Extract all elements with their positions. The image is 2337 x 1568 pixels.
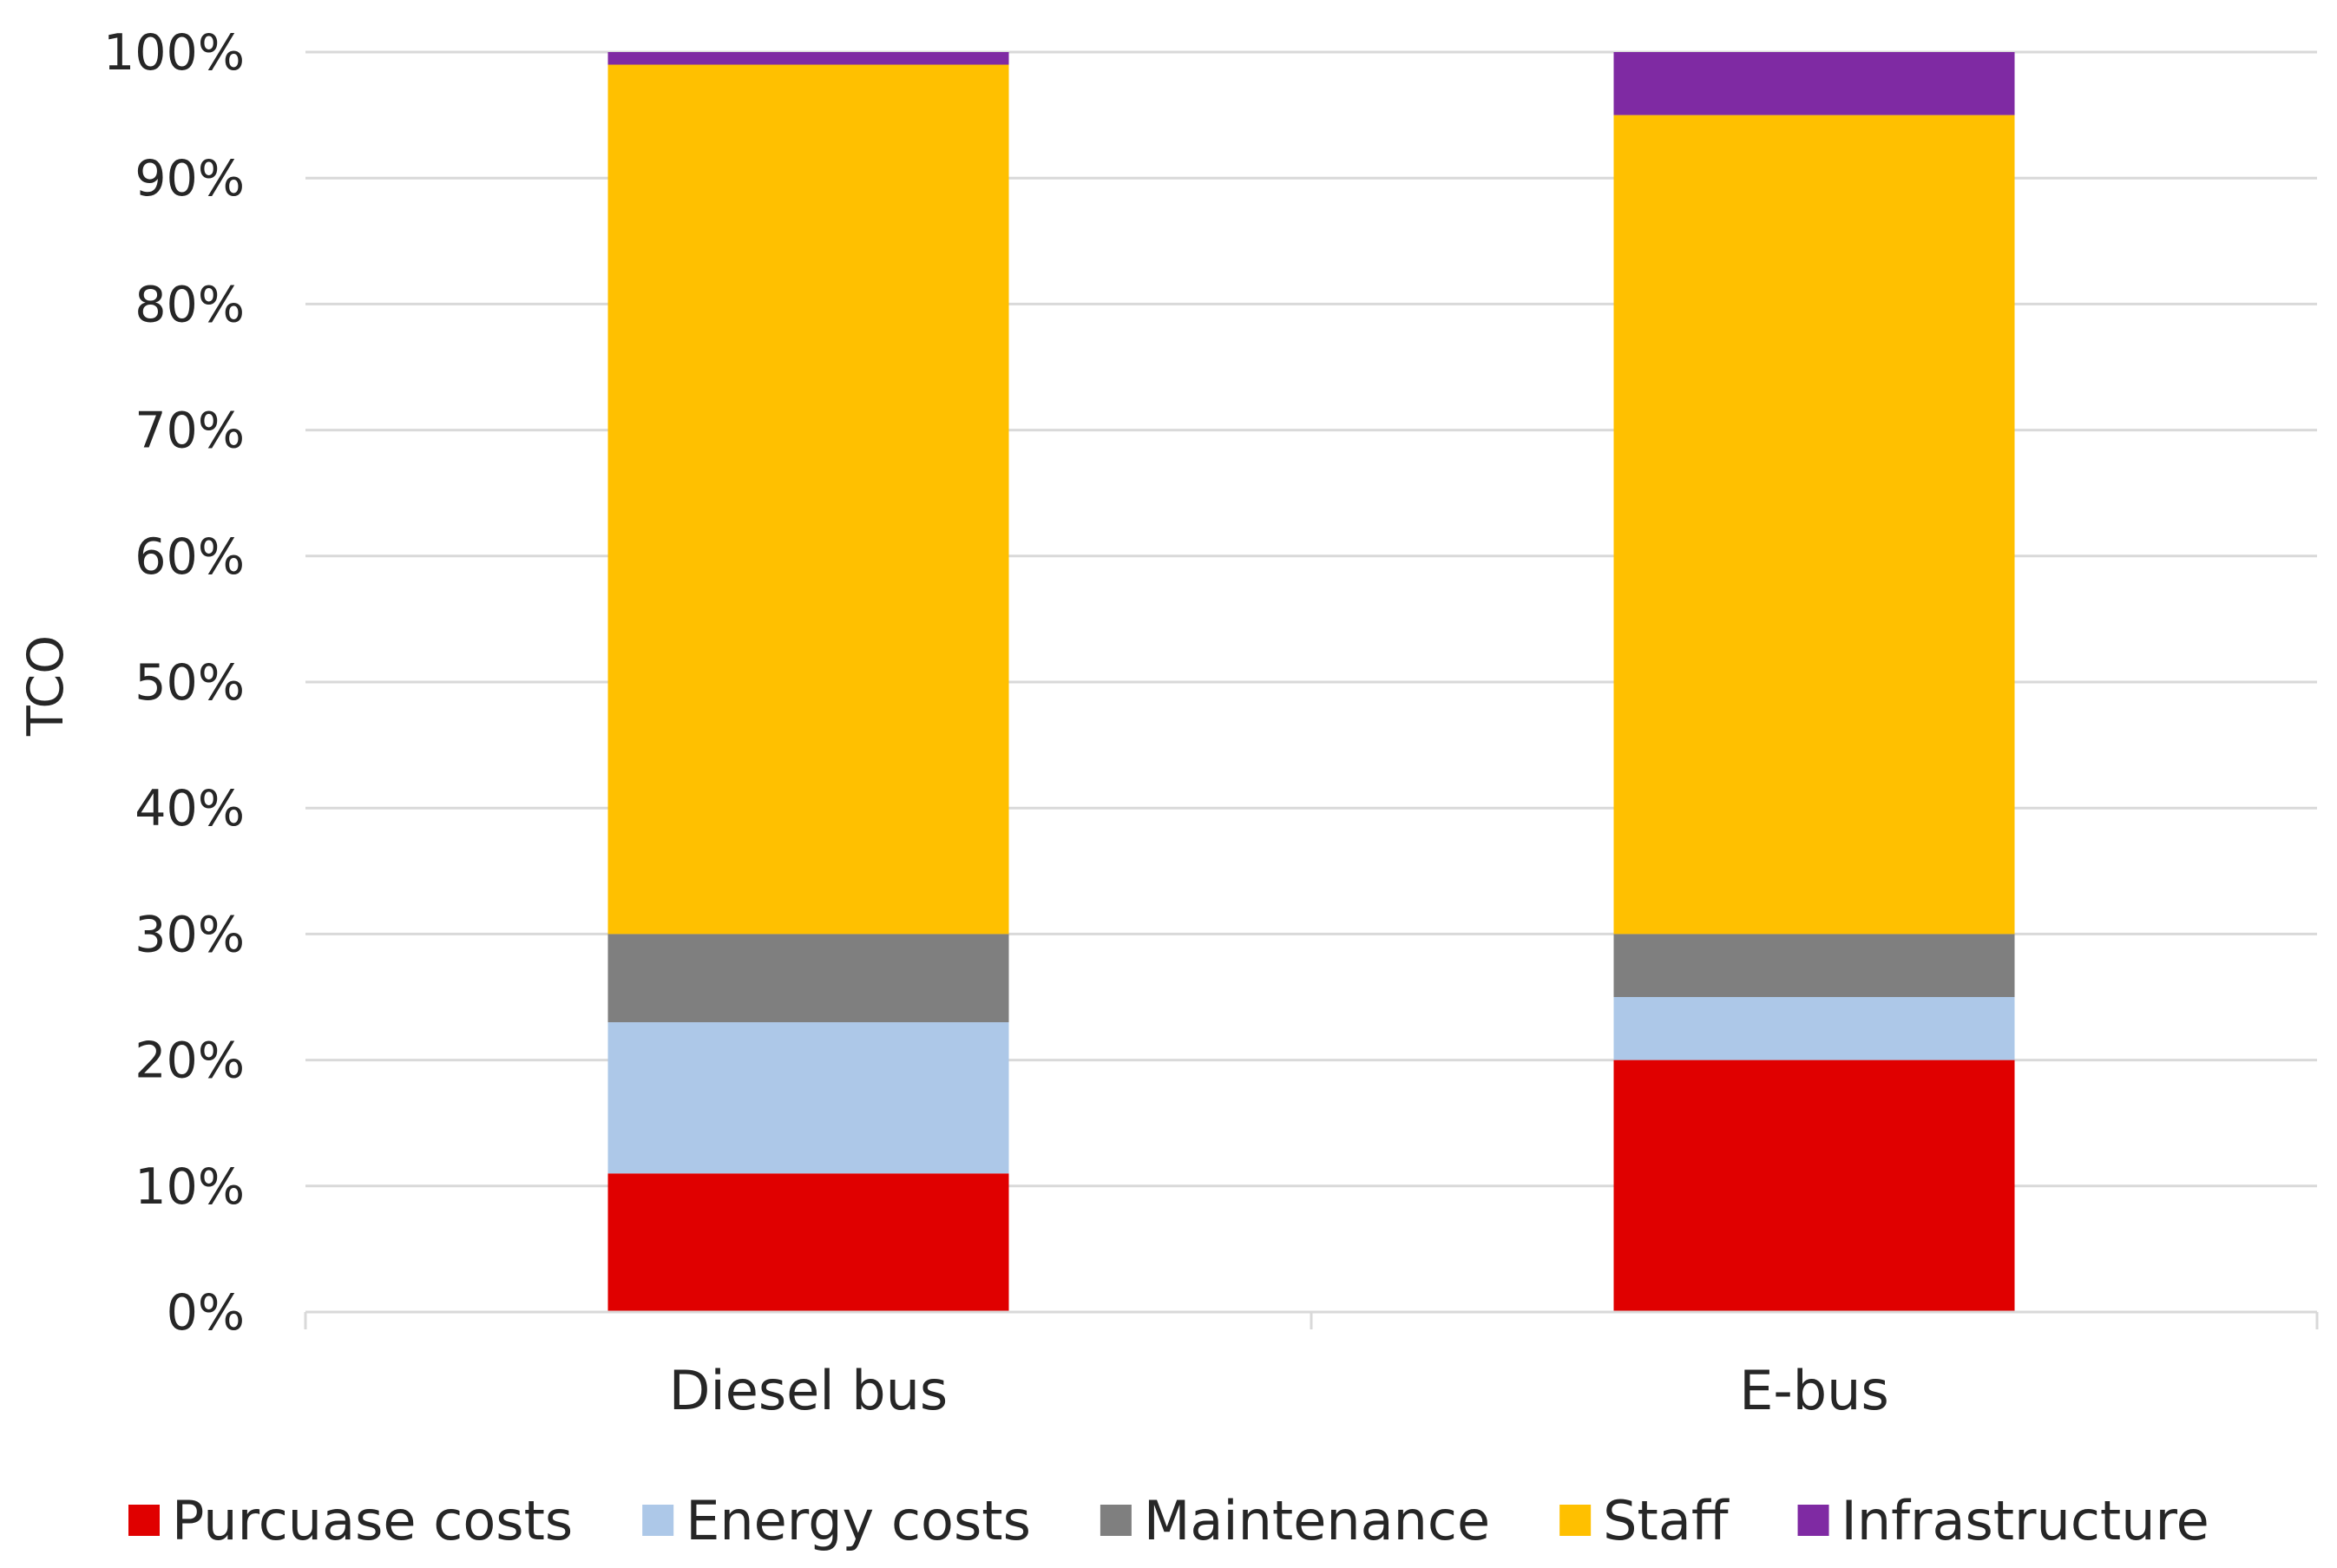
bar-segment-maintenance-diesel-bus bbox=[607, 934, 1009, 1023]
gridlines bbox=[305, 50, 2317, 1188]
legend-swatch bbox=[1100, 1505, 1132, 1536]
legend-label: Purcuase costs bbox=[172, 1489, 573, 1552]
legend-label: Infrastructure bbox=[1841, 1489, 2209, 1552]
bars bbox=[607, 52, 2015, 1312]
y-tick-label: 40% bbox=[135, 780, 245, 837]
legend-swatch bbox=[1559, 1505, 1592, 1536]
bar-segment-staff-e-bus bbox=[1613, 115, 2015, 935]
legend-label: Energy costs bbox=[686, 1489, 1031, 1552]
y-tick-label: 60% bbox=[135, 528, 245, 586]
x-category-label: Diesel bus bbox=[669, 1359, 948, 1422]
y-axis-title: TCO bbox=[17, 635, 75, 737]
y-tick-label: 30% bbox=[135, 906, 245, 963]
y-tick-label: 90% bbox=[135, 150, 245, 207]
y-tick-label: 50% bbox=[135, 654, 245, 712]
y-tick-label: 100% bbox=[103, 24, 245, 82]
legend-label: Maintenance bbox=[1144, 1489, 1490, 1552]
axes bbox=[304, 1310, 2319, 1329]
x-category-label: E-bus bbox=[1739, 1359, 1889, 1422]
legend-swatch bbox=[1797, 1505, 1829, 1536]
bar-segment-staff-diesel-bus bbox=[607, 64, 1009, 935]
bar-segment-energy-costs-diesel-bus bbox=[607, 1022, 1009, 1174]
bar-segment-infrastructure-e-bus bbox=[1613, 52, 2015, 115]
legend: Purcuase costs Energy costs Maintenance Sta… bbox=[128, 1489, 2209, 1552]
bar-segment-infrastructure-diesel-bus bbox=[607, 52, 1009, 65]
x-axis-category-labels: Diesel bus E-bus bbox=[669, 1359, 1889, 1422]
bar-segment-purcuase-costs-e-bus bbox=[1613, 1060, 2015, 1312]
y-tick-label: 20% bbox=[135, 1033, 245, 1090]
legend-swatch bbox=[128, 1505, 160, 1536]
bar-segment-purcuase-costs-diesel-bus bbox=[607, 1173, 1009, 1312]
legend-label: Staff bbox=[1603, 1489, 1730, 1552]
bar-segment-energy-costs-e-bus bbox=[1613, 997, 2015, 1060]
y-tick-label: 10% bbox=[135, 1158, 245, 1216]
y-tick-label: 70% bbox=[135, 403, 245, 460]
y-tick-label: 80% bbox=[135, 276, 245, 333]
y-axis-tick-labels: 0% 10% 20% 30% 40% 50% 60% 70% 80% 90% 100% bbox=[103, 24, 245, 1342]
y-tick-label: 0% bbox=[167, 1284, 245, 1342]
bar-segment-maintenance-e-bus bbox=[1613, 934, 2015, 997]
legend-swatch bbox=[642, 1505, 674, 1536]
